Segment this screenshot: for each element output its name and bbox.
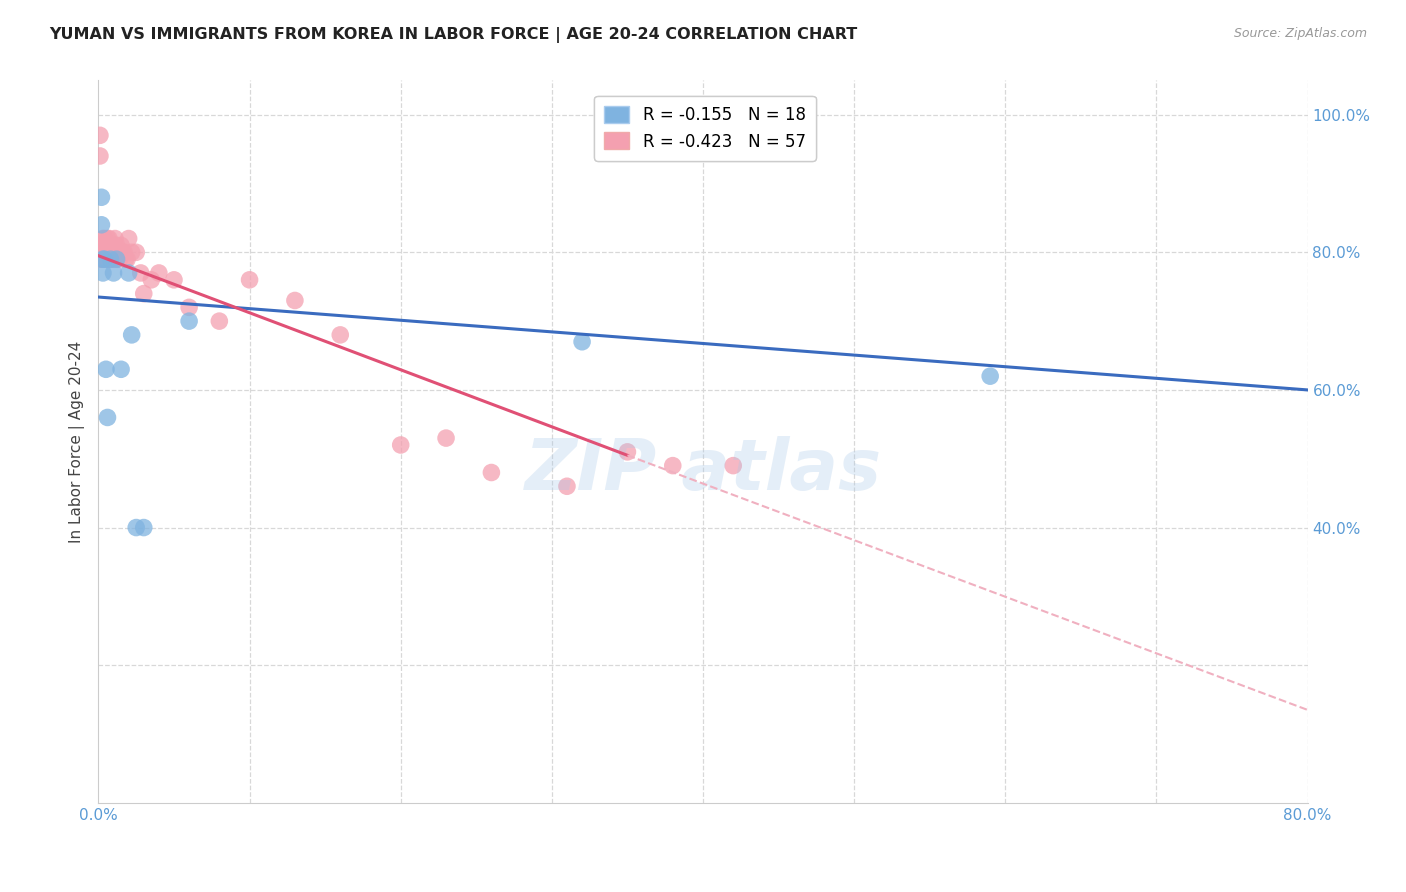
Point [163,273,186,287]
Point [96,410,118,425]
Point [121,245,143,260]
Point [129,266,152,280]
Point [329,327,352,342]
Point [90,252,112,267]
Point [118,231,141,245]
Point [103,266,125,280]
Point [125,245,148,260]
Point [389,438,412,452]
Point [434,431,457,445]
Point [94,362,117,376]
Point [555,479,578,493]
Point [100,238,122,252]
Point [103,245,125,260]
Point [94,238,117,252]
Point [91,252,114,267]
Point [105,252,128,267]
Text: ZIP atlas: ZIP atlas [524,436,882,505]
Point [94,252,117,267]
Point [179,314,201,328]
Point [98,245,121,260]
Point [111,245,134,260]
Point [91,252,114,267]
Point [89,128,111,143]
Point [93,252,115,267]
Y-axis label: In Labor Force | Age 20-24: In Labor Force | Age 20-24 [69,341,84,542]
Point [91,231,114,245]
Point [132,286,155,301]
Point [90,252,112,267]
Point [284,293,307,308]
Point [89,245,111,260]
Point [125,520,148,534]
Point [571,334,593,349]
Point [96,252,118,267]
Point [110,238,132,252]
Point [110,362,132,376]
Point [118,266,141,280]
Point [979,369,1001,384]
Point [661,458,683,473]
Point [179,301,201,315]
Point [208,314,231,328]
Point [93,231,115,245]
Point [101,252,124,267]
Legend: R = -0.155   N = 18, R = -0.423   N = 57: R = -0.155 N = 18, R = -0.423 N = 57 [595,95,815,161]
Point [91,266,114,280]
Point [93,245,115,260]
Text: YUMAN VS IMMIGRANTS FROM KOREA IN LABOR FORCE | AGE 20-24 CORRELATION CHART: YUMAN VS IMMIGRANTS FROM KOREA IN LABOR … [49,27,858,43]
Point [90,238,112,252]
Point [239,273,262,287]
Point [90,190,112,204]
Point [105,252,128,267]
Point [91,245,114,260]
Point [148,266,170,280]
Point [107,245,129,260]
Point [141,273,163,287]
Point [108,252,131,267]
Point [115,252,138,267]
Point [132,520,155,534]
Point [90,218,112,232]
Point [104,245,127,260]
Point [100,252,122,267]
Point [121,327,143,342]
Point [98,252,121,267]
Point [98,231,121,245]
Point [105,238,128,252]
Point [616,445,638,459]
Point [723,458,745,473]
Point [89,149,111,163]
Point [112,245,135,260]
Text: Source: ZipAtlas.com: Source: ZipAtlas.com [1233,27,1367,40]
Point [93,252,115,267]
Point [103,252,125,267]
Point [96,238,118,252]
Point [104,231,127,245]
Point [100,252,122,267]
Point [96,231,118,245]
Point [114,252,136,267]
Point [101,238,124,252]
Point [481,466,503,480]
